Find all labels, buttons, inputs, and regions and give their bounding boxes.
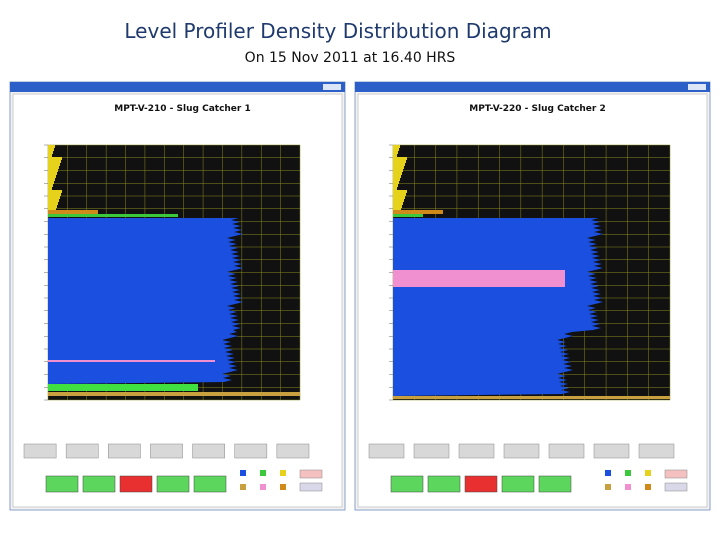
slide-subtitle: On 15 Nov 2011 at 16.40 HRS bbox=[245, 50, 456, 66]
action-button bbox=[664, 469, 688, 479]
legend-swatch bbox=[645, 470, 651, 476]
legend-swatch bbox=[625, 470, 631, 476]
sand-band bbox=[393, 396, 670, 399]
interface-band bbox=[48, 214, 178, 217]
legend-swatch bbox=[240, 484, 246, 490]
legend-swatch bbox=[260, 470, 266, 476]
legend-swatch bbox=[280, 470, 286, 476]
status-button bbox=[501, 475, 535, 493]
interface-band bbox=[393, 214, 423, 217]
window: MPT-V-210 - Slug Catcher 1 bbox=[9, 81, 346, 511]
interface-band bbox=[393, 210, 443, 214]
title-bar bbox=[10, 82, 345, 92]
toolbar-button bbox=[192, 443, 225, 459]
status-button bbox=[82, 475, 116, 493]
legend-swatch bbox=[605, 470, 611, 476]
toolbar-button bbox=[368, 443, 405, 459]
legend-swatch bbox=[625, 484, 631, 490]
action-button bbox=[299, 482, 323, 492]
sand-band bbox=[48, 392, 300, 396]
chart-title: MPT-V-210 - Slug Catcher 1 bbox=[114, 104, 251, 114]
water-band bbox=[48, 384, 198, 391]
title-bar bbox=[355, 82, 710, 92]
liquid-profile bbox=[48, 218, 243, 384]
toolbar-button bbox=[503, 443, 540, 459]
vapour-region bbox=[48, 145, 62, 211]
toolbar-button bbox=[108, 443, 141, 459]
status-button bbox=[156, 475, 190, 493]
vapour-region bbox=[393, 145, 407, 211]
toolbar-button bbox=[458, 443, 495, 459]
window-buttons bbox=[323, 84, 341, 90]
chart-title: MPT-V-220 - Slug Catcher 2 bbox=[469, 104, 606, 114]
action-button bbox=[299, 469, 323, 479]
toolbar-button bbox=[23, 443, 57, 459]
status-button bbox=[390, 475, 424, 493]
interface-band bbox=[48, 210, 98, 214]
status-button bbox=[427, 475, 461, 493]
emulsion-band bbox=[48, 360, 215, 362]
toolbar-button bbox=[413, 443, 450, 459]
toolbar-button bbox=[548, 443, 585, 459]
slide-title: Level Profiler Density Distribution Diag… bbox=[124, 19, 551, 43]
toolbar-button bbox=[234, 443, 268, 459]
legend-swatch bbox=[260, 484, 266, 490]
status-button bbox=[193, 475, 227, 493]
toolbar-button bbox=[150, 443, 183, 459]
toolbar-button bbox=[638, 443, 675, 459]
action-button bbox=[664, 482, 688, 492]
status-button bbox=[45, 475, 79, 493]
legend-swatch bbox=[280, 484, 286, 490]
toolbar-button bbox=[65, 443, 99, 459]
toolbar-button bbox=[276, 443, 310, 459]
emulsion-band bbox=[393, 270, 565, 287]
legend-swatch bbox=[645, 484, 651, 490]
legend-swatch bbox=[240, 470, 246, 476]
liquid-profile bbox=[393, 218, 603, 396]
window-buttons bbox=[688, 84, 706, 90]
status-button bbox=[538, 475, 572, 493]
status-button bbox=[119, 475, 153, 493]
status-button bbox=[464, 475, 498, 493]
legend-swatch bbox=[605, 484, 611, 490]
toolbar-button bbox=[593, 443, 630, 459]
window: MPT-V-220 - Slug Catcher 2 bbox=[354, 81, 711, 511]
